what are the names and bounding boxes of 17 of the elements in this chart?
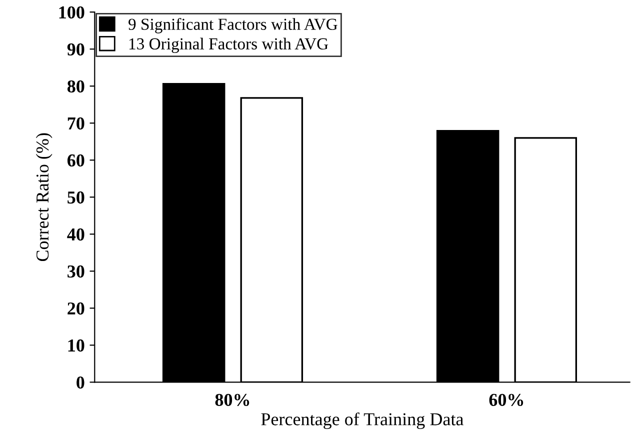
x-tick-label: 60% <box>489 394 524 406</box>
y-tick-label: 70 <box>68 117 84 130</box>
y-axis-title: Correct Ratio (%) <box>36 133 52 262</box>
x-axis-title: Percentage of Training Data <box>261 412 464 430</box>
y-tick-label: 40 <box>67 228 84 241</box>
y-tick-label: 20 <box>68 302 84 315</box>
y-tick-label: 60 <box>67 154 84 167</box>
legend-label: 13 Original Factors with AVG <box>129 38 328 53</box>
y-tick-label: 100 <box>59 6 84 19</box>
y-tick-label: 80 <box>67 80 84 93</box>
y-tick-label: 50 <box>68 191 84 204</box>
y-tick-label: 30 <box>68 265 84 278</box>
y-tick-label: 90 <box>67 43 84 56</box>
x-tick-label: 80% <box>215 394 250 406</box>
y-tick-label: 10 <box>68 339 84 352</box>
y-tick-label: 0 <box>76 376 84 389</box>
legend-label: 9 Significant Factors with AVG <box>128 18 338 34</box>
